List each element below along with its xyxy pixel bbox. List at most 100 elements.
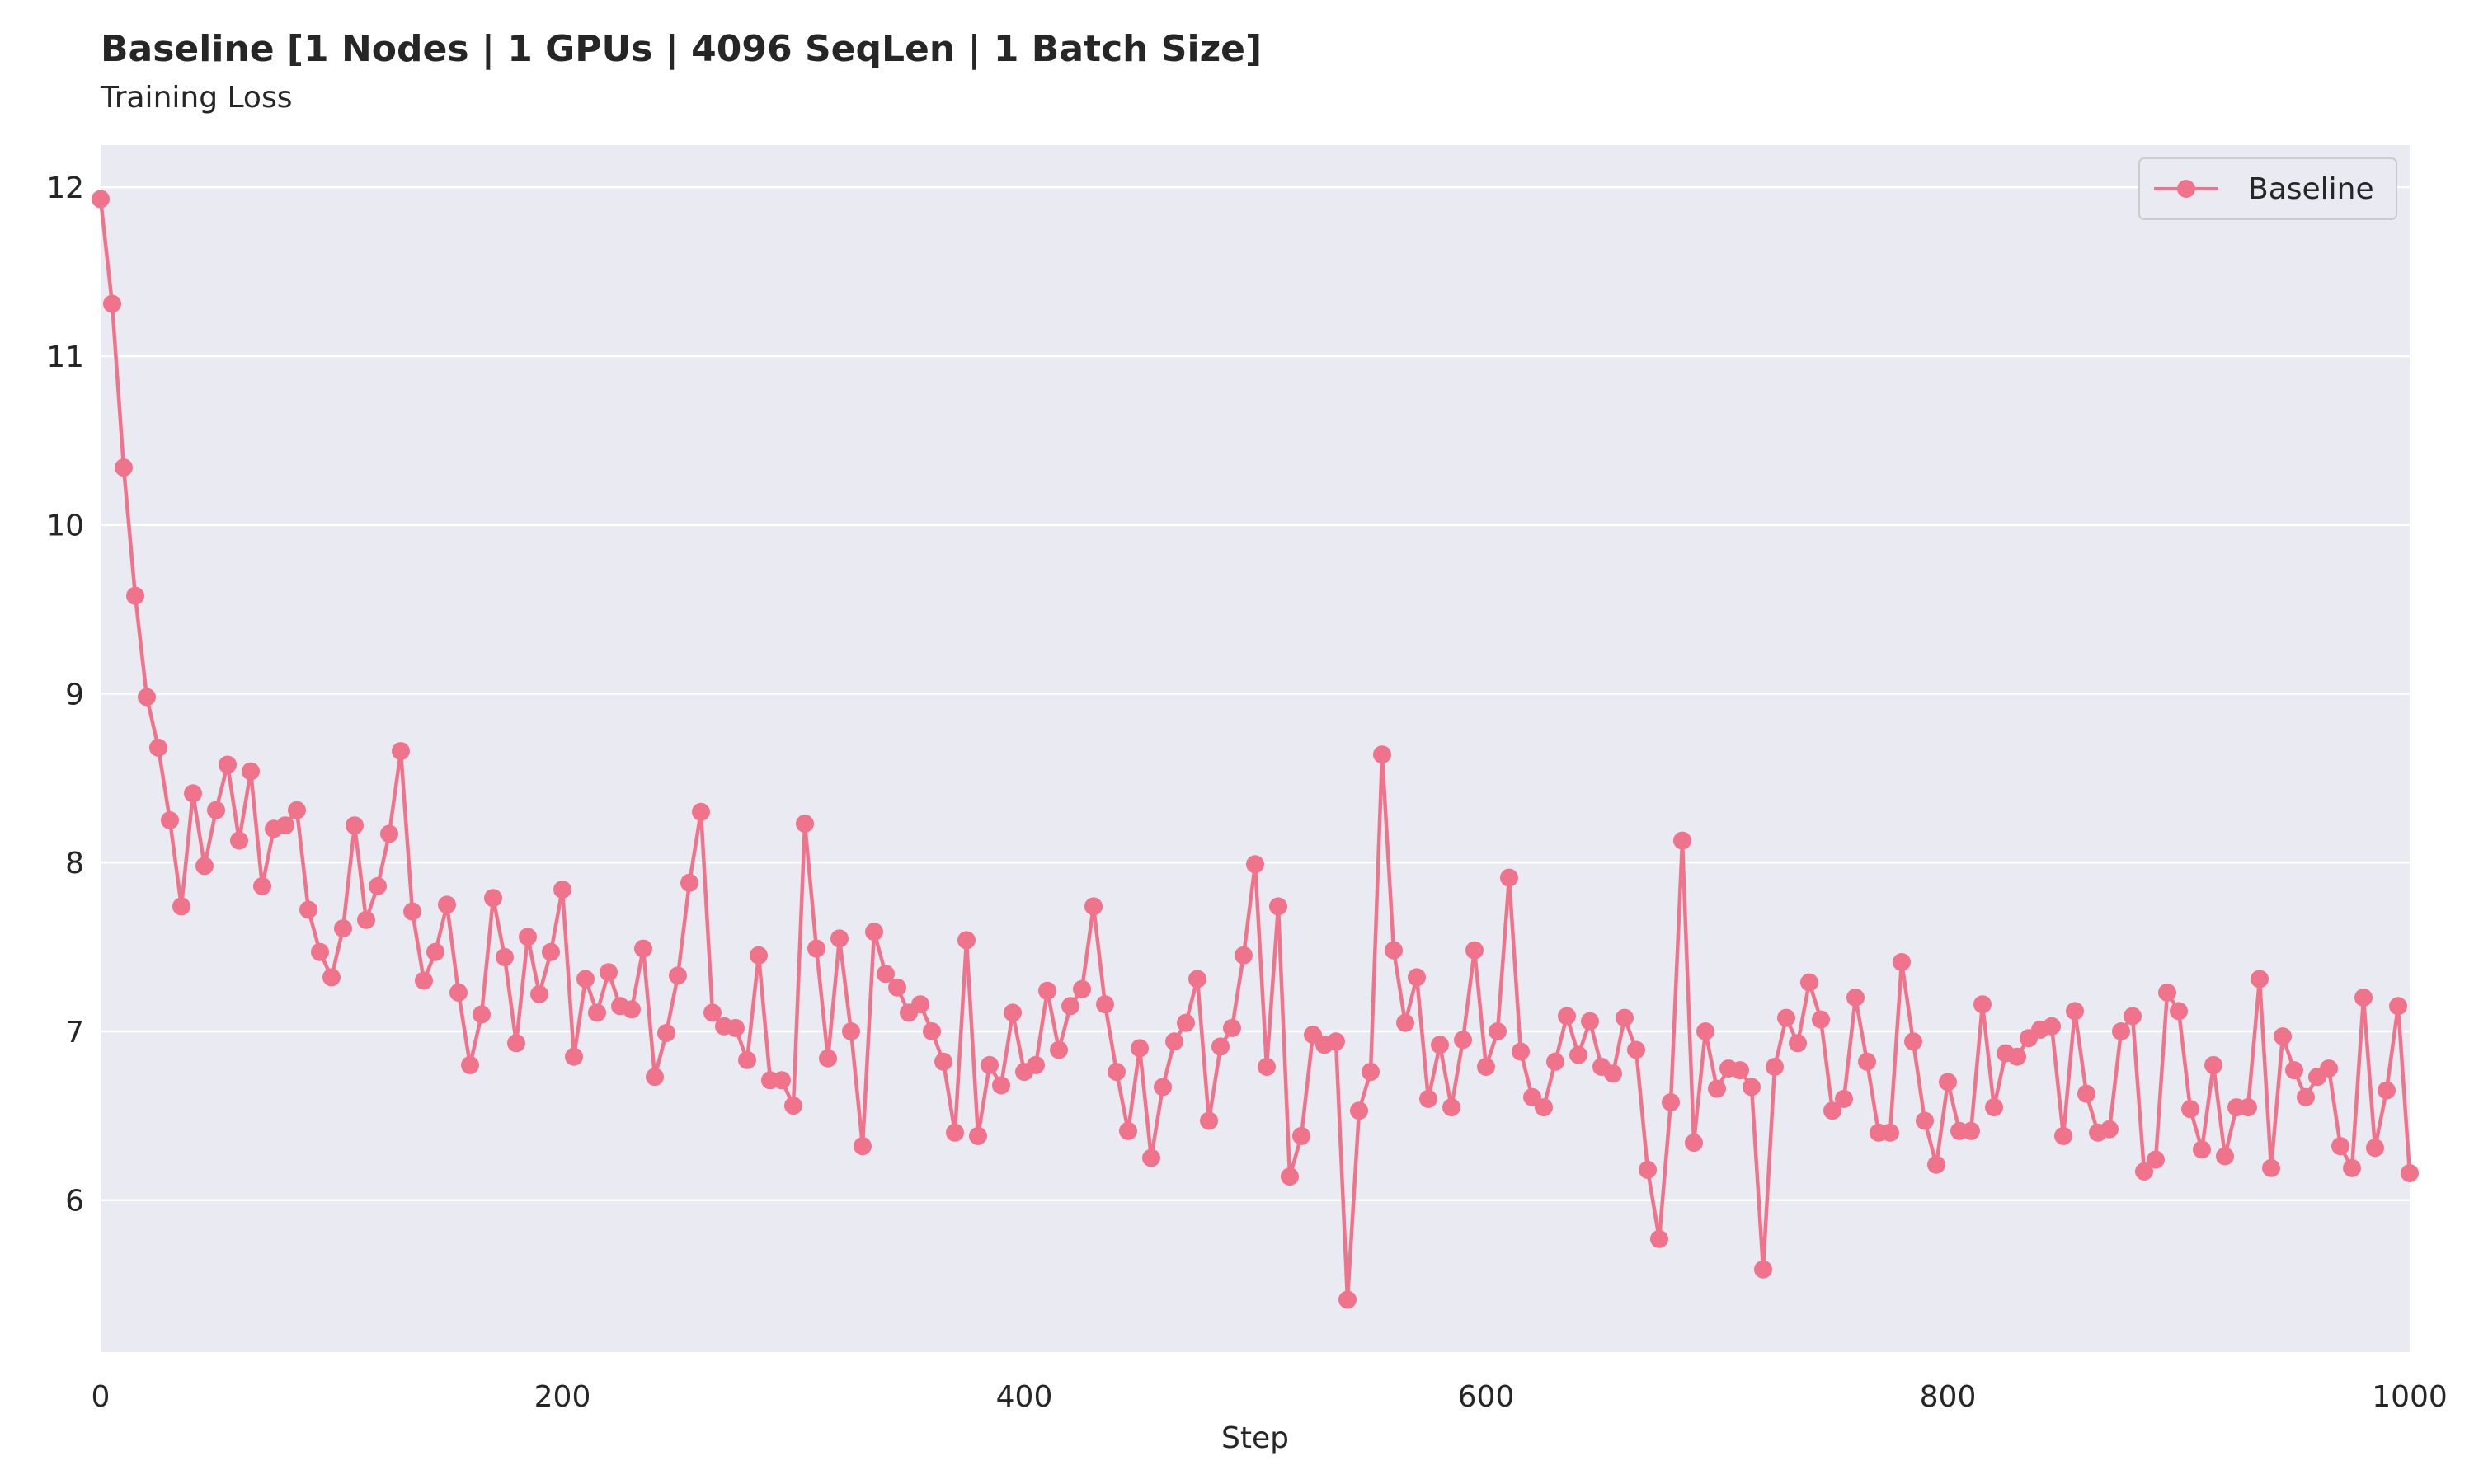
data-point bbox=[750, 946, 768, 965]
data-point bbox=[807, 939, 825, 958]
data-point bbox=[1211, 1037, 1230, 1056]
data-point bbox=[565, 1047, 583, 1066]
data-point bbox=[392, 742, 410, 761]
data-point bbox=[126, 586, 144, 605]
data-point bbox=[1500, 868, 1518, 887]
data-point bbox=[1188, 970, 1206, 989]
data-point bbox=[923, 1022, 941, 1040]
data-point bbox=[2239, 1098, 2257, 1117]
data-point bbox=[2274, 1027, 2292, 1046]
data-point bbox=[1743, 1078, 1761, 1097]
chart-subtitle: Training Loss bbox=[101, 81, 293, 115]
data-point bbox=[842, 1022, 860, 1040]
data-point bbox=[854, 1137, 872, 1156]
data-point bbox=[172, 897, 190, 916]
legend-series-label: Baseline bbox=[2248, 172, 2374, 206]
data-point bbox=[103, 294, 121, 313]
data-point bbox=[2320, 1059, 2338, 1078]
data-point bbox=[1558, 1007, 1576, 1026]
data-point bbox=[2285, 1061, 2303, 1080]
data-point bbox=[1327, 1032, 1345, 1051]
data-point bbox=[1685, 1134, 1703, 1153]
data-point bbox=[1385, 941, 1403, 960]
data-point bbox=[1142, 1148, 1160, 1167]
data-point bbox=[1050, 1040, 1068, 1059]
data-point bbox=[507, 1034, 525, 1053]
data-point bbox=[438, 895, 456, 914]
data-point bbox=[230, 831, 248, 850]
data-point bbox=[1235, 946, 1253, 965]
data-point bbox=[2181, 1100, 2199, 1119]
data-point bbox=[1985, 1098, 2003, 1117]
data-point bbox=[1673, 831, 1691, 850]
data-point bbox=[1927, 1155, 1945, 1174]
data-point bbox=[1569, 1045, 1587, 1064]
x-tick-label: 0 bbox=[92, 1380, 111, 1414]
data-point bbox=[2389, 997, 2407, 1016]
data-point bbox=[1281, 1167, 1299, 1186]
data-point bbox=[2100, 1120, 2119, 1139]
data-point bbox=[1419, 1089, 1437, 1108]
legend-box bbox=[2138, 157, 2397, 220]
legend-series-marker bbox=[2177, 180, 2195, 198]
data-point bbox=[138, 688, 156, 707]
data-point bbox=[403, 902, 421, 921]
x-tick-label: 1000 bbox=[2372, 1380, 2448, 1414]
y-tick-label: 10 bbox=[46, 510, 84, 543]
data-point bbox=[646, 1068, 664, 1087]
data-point bbox=[1154, 1078, 1172, 1097]
data-point bbox=[1812, 1010, 1830, 1029]
data-point bbox=[1835, 1089, 1853, 1108]
data-point bbox=[380, 824, 398, 843]
data-point bbox=[1373, 745, 1391, 764]
data-point bbox=[1823, 1101, 1841, 1120]
y-axis-ticks: 6 7 8 9 10 11 12 bbox=[46, 171, 84, 1219]
plot-area bbox=[101, 145, 2410, 1352]
data-point bbox=[727, 1018, 745, 1037]
data-point bbox=[1973, 995, 1992, 1014]
data-point bbox=[288, 801, 306, 819]
data-point bbox=[2170, 1002, 2188, 1021]
y-tick-label: 7 bbox=[65, 1016, 84, 1050]
data-point bbox=[1766, 1058, 1784, 1076]
x-tick-label: 200 bbox=[534, 1380, 591, 1414]
data-point bbox=[161, 811, 179, 829]
data-point bbox=[1881, 1123, 1899, 1142]
data-point bbox=[657, 1024, 675, 1042]
data-point bbox=[369, 876, 387, 895]
data-point bbox=[2077, 1084, 2095, 1103]
data-point bbox=[1108, 1063, 1126, 1082]
data-point bbox=[1269, 897, 1287, 916]
data-point bbox=[1696, 1022, 1714, 1040]
data-point bbox=[334, 919, 352, 938]
data-point bbox=[819, 1049, 837, 1068]
data-point bbox=[1789, 1034, 1807, 1053]
x-axis-ticks: 0 200 400 600 800 1000 bbox=[92, 1380, 2448, 1414]
data-point bbox=[2193, 1140, 2211, 1159]
data-point bbox=[877, 965, 895, 984]
data-point bbox=[1627, 1040, 1645, 1059]
data-point bbox=[1396, 1013, 1414, 1032]
data-point bbox=[2297, 1087, 2315, 1106]
y-tick-label: 6 bbox=[65, 1185, 84, 1219]
data-point bbox=[2331, 1137, 2349, 1156]
data-point bbox=[2158, 983, 2176, 1002]
data-point bbox=[1027, 1055, 1045, 1074]
data-point bbox=[773, 1071, 791, 1090]
data-point bbox=[484, 889, 502, 908]
data-point bbox=[1916, 1111, 1934, 1130]
data-point bbox=[92, 190, 110, 209]
data-point bbox=[1096, 995, 1114, 1014]
data-point bbox=[1177, 1013, 1195, 1032]
data-point bbox=[2354, 989, 2373, 1007]
data-point bbox=[2204, 1055, 2222, 1074]
data-point bbox=[2366, 1139, 2384, 1158]
data-point bbox=[1800, 973, 1818, 992]
data-point bbox=[2008, 1047, 2026, 1066]
data-point bbox=[981, 1055, 999, 1074]
data-point bbox=[969, 1126, 987, 1145]
data-point bbox=[1708, 1079, 1726, 1098]
data-point bbox=[634, 939, 652, 958]
data-point bbox=[992, 1076, 1010, 1095]
